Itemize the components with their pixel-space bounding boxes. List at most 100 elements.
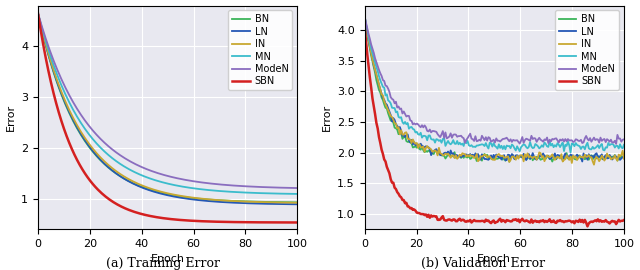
Line: BN: BN xyxy=(365,16,624,162)
ModeN xyxy=(376,72,384,75)
LN xyxy=(371,68,379,72)
SBN xyxy=(361,25,369,29)
Line: IN: IN xyxy=(38,13,297,203)
SBN xyxy=(103,196,111,199)
MN xyxy=(376,79,384,82)
Line: LN: LN xyxy=(38,13,297,204)
IN xyxy=(620,157,628,160)
MN xyxy=(609,143,616,146)
BN xyxy=(620,154,628,157)
MN xyxy=(83,129,90,132)
SBN xyxy=(293,221,301,224)
LN xyxy=(599,158,607,161)
Line: MN: MN xyxy=(38,13,297,194)
IN xyxy=(376,88,384,91)
LN xyxy=(376,88,384,91)
ModeN xyxy=(280,186,288,189)
SBN xyxy=(371,113,379,116)
X-axis label: Epoch: Epoch xyxy=(477,254,511,264)
ModeN xyxy=(430,129,438,133)
SBN xyxy=(271,221,279,224)
LN xyxy=(361,15,369,18)
BN xyxy=(45,53,52,57)
ModeN xyxy=(598,139,605,143)
IN xyxy=(34,12,42,15)
Y-axis label: Error: Error xyxy=(322,104,332,131)
Text: (b) Validation Error: (b) Validation Error xyxy=(421,257,545,270)
LN xyxy=(103,164,111,168)
MN xyxy=(430,138,438,141)
IN xyxy=(409,138,417,141)
BN xyxy=(609,155,616,158)
ModeN xyxy=(409,123,417,126)
LN xyxy=(430,150,438,153)
SBN xyxy=(376,141,384,145)
BN xyxy=(376,91,384,94)
MN xyxy=(371,61,379,64)
BN xyxy=(599,157,607,161)
ModeN xyxy=(607,138,615,141)
MN xyxy=(271,192,279,195)
MN xyxy=(50,63,58,67)
SBN xyxy=(45,69,52,72)
Legend: BN, LN, IN, MN, ModeN, SBN: BN, LN, IN, MN, ModeN, SBN xyxy=(555,11,619,90)
MN xyxy=(45,48,52,51)
ModeN xyxy=(83,120,90,124)
SBN xyxy=(409,208,417,211)
BN xyxy=(361,15,369,18)
MN xyxy=(566,151,574,154)
LN xyxy=(409,143,417,146)
LN xyxy=(620,156,628,159)
IN xyxy=(361,15,369,18)
MN xyxy=(293,192,301,195)
ModeN xyxy=(293,186,301,190)
IN xyxy=(599,156,607,159)
SBN xyxy=(50,92,58,95)
LN xyxy=(83,140,90,144)
LN xyxy=(50,70,58,73)
MN xyxy=(280,192,288,195)
SBN xyxy=(584,225,591,228)
LN xyxy=(280,202,288,206)
ModeN xyxy=(612,142,620,146)
MN xyxy=(620,143,628,146)
SBN xyxy=(280,221,288,224)
Line: ModeN: ModeN xyxy=(38,13,297,188)
Text: (a) Training Error: (a) Training Error xyxy=(106,257,220,270)
MN xyxy=(409,127,417,130)
SBN xyxy=(83,174,90,177)
X-axis label: Epoch: Epoch xyxy=(150,254,184,264)
IN xyxy=(103,162,111,166)
LN xyxy=(579,160,586,163)
ModeN xyxy=(271,186,279,189)
IN xyxy=(45,52,52,55)
SBN xyxy=(34,12,42,15)
ModeN xyxy=(103,143,111,147)
SBN xyxy=(430,214,438,218)
Line: SBN: SBN xyxy=(365,27,624,226)
LN xyxy=(609,158,616,161)
Line: IN: IN xyxy=(365,16,624,165)
IN xyxy=(83,138,90,141)
MN xyxy=(361,15,369,18)
Line: ModeN: ModeN xyxy=(365,16,624,144)
BN xyxy=(34,12,42,15)
IN xyxy=(271,201,279,204)
SBN xyxy=(609,219,616,222)
ModeN xyxy=(34,12,42,15)
LN xyxy=(293,203,301,206)
BN xyxy=(280,201,288,204)
BN xyxy=(293,201,301,204)
IN xyxy=(280,201,288,204)
ModeN xyxy=(361,15,369,18)
IN xyxy=(590,163,598,166)
IN xyxy=(430,150,438,153)
LN xyxy=(34,12,42,15)
MN xyxy=(599,148,607,151)
IN xyxy=(371,68,379,72)
LN xyxy=(271,202,279,205)
SBN xyxy=(599,220,607,223)
Y-axis label: Error: Error xyxy=(6,104,15,131)
LN xyxy=(45,53,52,56)
BN xyxy=(506,160,513,163)
